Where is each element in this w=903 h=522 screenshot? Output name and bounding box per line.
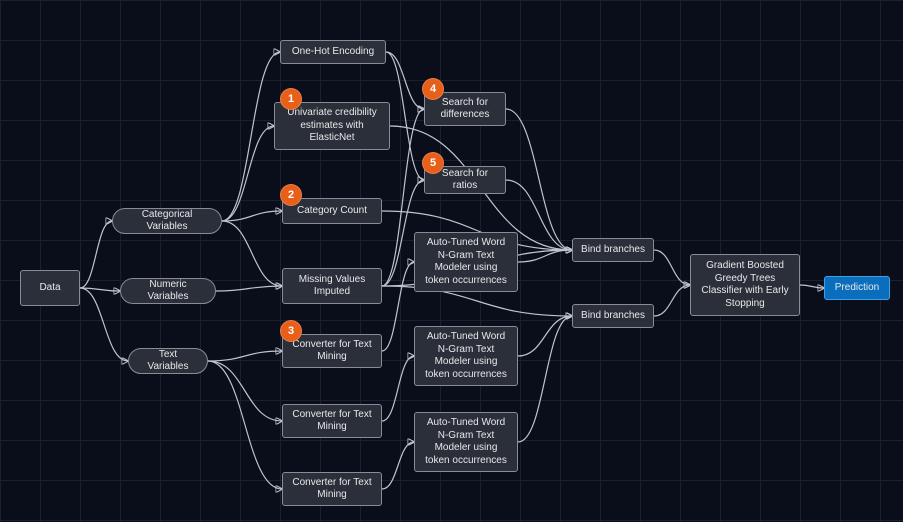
- edge-catvars-onehot: [222, 52, 280, 221]
- edge-data-catvars: [80, 221, 112, 288]
- node-prediction[interactable]: Prediction: [824, 276, 890, 300]
- edge-bind2-gbt: [654, 285, 690, 316]
- edge-ngram3-bind2: [518, 316, 572, 442]
- edge-conv3-ngram3: [382, 442, 414, 489]
- node-textvars[interactable]: Text Variables: [128, 348, 208, 374]
- node-ngram1[interactable]: Auto-Tuned Word N-Gram Text Modeler usin…: [414, 232, 518, 292]
- edge-conv1-ngram1: [382, 262, 414, 351]
- node-conv3[interactable]: Converter for Text Mining: [282, 472, 382, 506]
- node-ngram3[interactable]: Auto-Tuned Word N-Gram Text Modeler usin…: [414, 412, 518, 472]
- badge-1: 1: [280, 88, 302, 110]
- edge-catvars-elastic: [222, 126, 274, 221]
- node-ngram2[interactable]: Auto-Tuned Word N-Gram Text Modeler usin…: [414, 326, 518, 386]
- edge-numvars-missing: [216, 286, 282, 291]
- edge-onehot-searchrat: [386, 52, 424, 180]
- edge-textvars-conv1: [208, 351, 282, 361]
- badge-2: 2: [280, 184, 302, 206]
- edge-searchdiff-bind1: [506, 109, 572, 250]
- node-bind1[interactable]: Bind branches: [572, 238, 654, 262]
- badge-5: 5: [422, 152, 444, 174]
- edge-conv2-ngram2: [382, 356, 414, 421]
- node-missing[interactable]: Missing Values Imputed: [282, 268, 382, 304]
- node-conv2[interactable]: Converter for Text Mining: [282, 404, 382, 438]
- edge-catvars-missing: [222, 221, 282, 286]
- edge-ngram1-bind1: [518, 250, 572, 262]
- node-data[interactable]: Data: [20, 270, 80, 306]
- node-numvars[interactable]: Numeric Variables: [120, 278, 216, 304]
- node-onehot[interactable]: One-Hot Encoding: [280, 40, 386, 64]
- edge-textvars-conv2: [208, 361, 282, 421]
- flowchart-canvas: Data Categorical Variables Numeric Variabl…: [0, 0, 903, 522]
- edge-onehot-searchdiff: [386, 52, 424, 109]
- edge-ngram2-bind2: [518, 316, 572, 356]
- badge-4: 4: [422, 78, 444, 100]
- edge-gbt-prediction: [800, 285, 824, 288]
- node-bind2[interactable]: Bind branches: [572, 304, 654, 328]
- edge-bind1-gbt: [654, 250, 690, 285]
- edge-data-textvars: [80, 288, 128, 361]
- edge-textvars-conv3: [208, 361, 282, 489]
- edge-data-numvars: [80, 288, 120, 291]
- node-catvars[interactable]: Categorical Variables: [112, 208, 222, 234]
- node-gbt[interactable]: Gradient Boosted Greedy Trees Classifier…: [690, 254, 800, 316]
- edge-catvars-catcount: [222, 211, 282, 221]
- badge-3: 3: [280, 320, 302, 342]
